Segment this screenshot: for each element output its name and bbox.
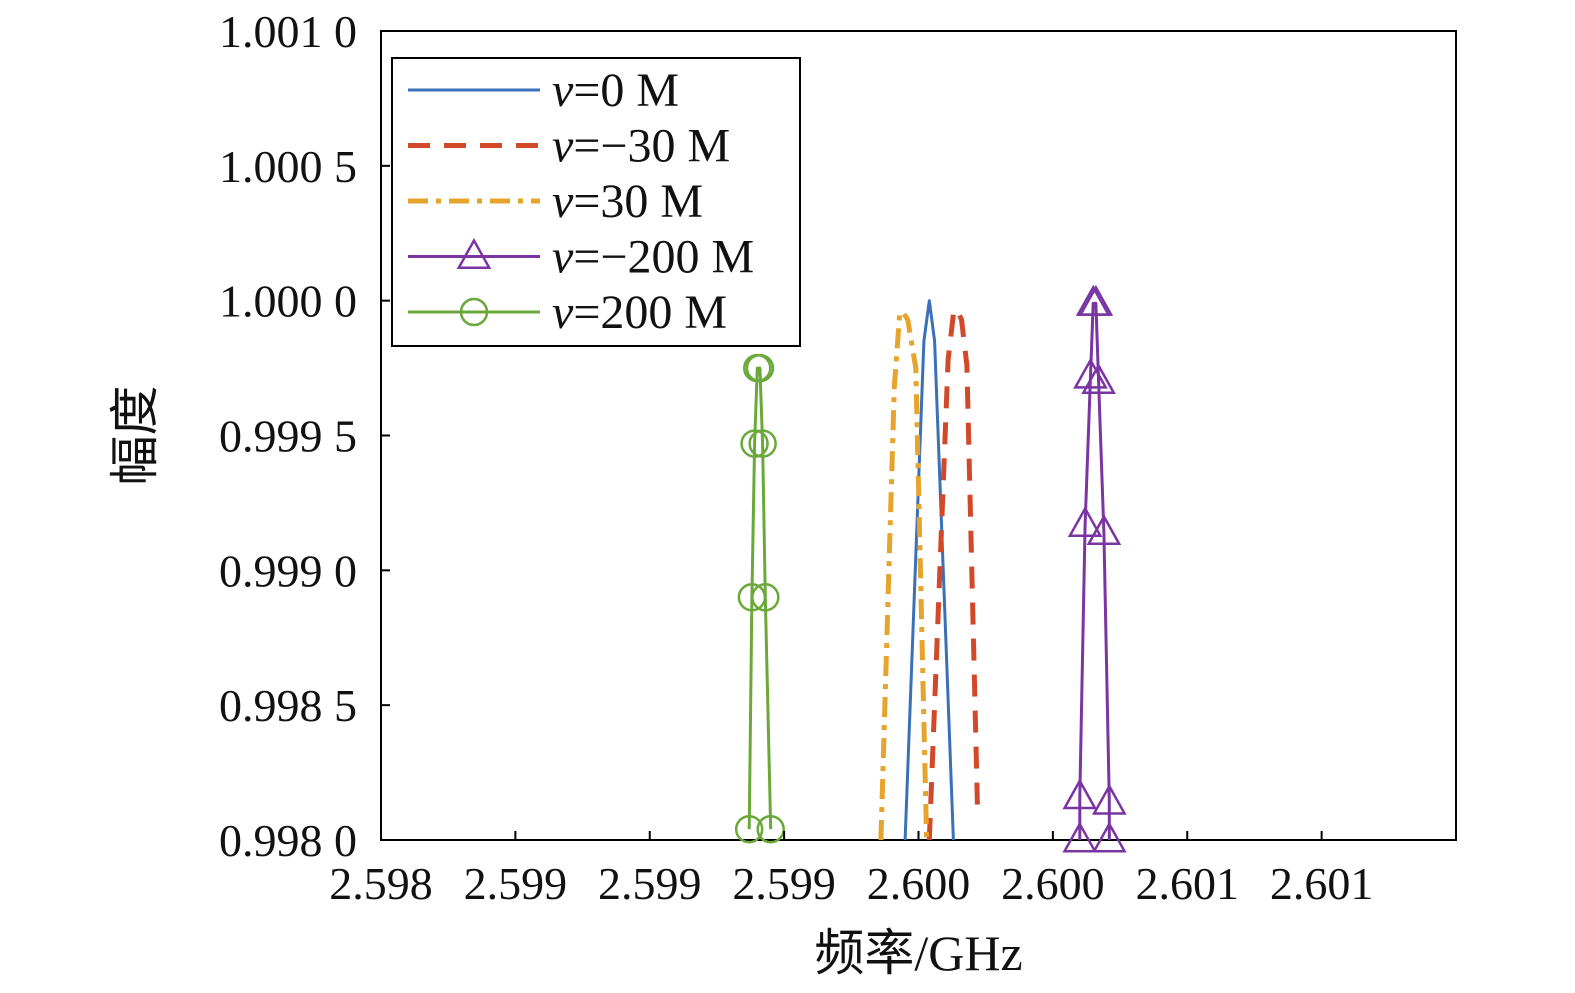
series-0 xyxy=(903,299,955,841)
data-point-marker xyxy=(1062,778,1098,810)
legend-label: v=30 M xyxy=(552,175,703,228)
y-tick-label: 0.998 0 xyxy=(219,815,357,866)
data-point-marker xyxy=(1073,357,1108,389)
legend-entry: v=0 M xyxy=(408,64,679,117)
series-4 xyxy=(734,353,785,844)
series-line xyxy=(878,309,930,841)
series-line xyxy=(747,366,773,830)
x-tick-label: 2.599 xyxy=(598,858,702,909)
x-axis-title: 频率/GHz xyxy=(814,925,1022,981)
legend-entry: v=−30 M xyxy=(408,120,730,173)
data-point-marker xyxy=(1078,284,1114,316)
legend-label: v=0 M xyxy=(552,64,679,117)
x-tick-label: 2.599 xyxy=(464,858,568,909)
y-tick-label: 0.999 5 xyxy=(219,411,357,462)
legend-label: v=200 M xyxy=(552,286,727,339)
series-line xyxy=(903,299,955,841)
data-point-marker xyxy=(745,353,775,383)
y-tick-label: 1.000 5 xyxy=(219,141,357,192)
series-3 xyxy=(1062,284,1127,853)
data-point-marker xyxy=(748,429,777,458)
data-point-marker xyxy=(1067,505,1103,537)
data-point-marker xyxy=(1062,821,1098,853)
x-tick-label: 2.600 xyxy=(1001,858,1105,909)
y-axis-title: 幅度 xyxy=(107,386,163,486)
y-tick-label: 0.999 0 xyxy=(219,545,357,596)
legend-marker xyxy=(456,237,492,269)
data-point-marker xyxy=(740,429,769,458)
data-point-marker xyxy=(1081,363,1116,395)
series-layer xyxy=(734,284,1127,853)
legend-entry: v=200 M xyxy=(408,286,727,339)
legend-entry: v=−200 M xyxy=(408,231,754,284)
series-line xyxy=(1078,301,1111,840)
series-2 xyxy=(878,309,930,841)
data-point-marker xyxy=(1086,514,1122,546)
x-tick-label: 2.601 xyxy=(1136,858,1240,909)
data-point-marker xyxy=(1091,821,1127,853)
data-point-marker xyxy=(737,583,767,612)
x-tick-label: 2.601 xyxy=(1270,858,1374,909)
data-point-marker xyxy=(734,814,764,844)
y-tick-label: 1.000 0 xyxy=(219,276,357,327)
x-tick-label: 2.598 xyxy=(329,858,433,909)
data-point-marker xyxy=(1091,783,1127,815)
legend-marker xyxy=(459,297,489,327)
legend-entry: v=30 M xyxy=(408,175,703,228)
legend-label: v=−200 M xyxy=(552,231,754,284)
data-point-marker xyxy=(756,814,785,844)
legend: v=0 Mv=−30 Mv=30 Mv=−200 Mv=200 M xyxy=(391,57,801,347)
x-tick-label: 2.600 xyxy=(867,858,971,909)
series-1 xyxy=(926,306,981,841)
series-line xyxy=(926,306,981,841)
axes-layer: 0.998 0 0.998 5 0.999 0 0.999 5 1.000 0 1.000… xyxy=(219,6,1457,909)
y-tick-label: 0.998 5 xyxy=(219,680,357,731)
data-point-marker xyxy=(751,583,780,612)
legend-label: v=−30 M xyxy=(552,120,730,173)
x-tick-label: 2.599 xyxy=(732,858,836,909)
y-tick-label: 1.001 0 xyxy=(219,6,357,57)
